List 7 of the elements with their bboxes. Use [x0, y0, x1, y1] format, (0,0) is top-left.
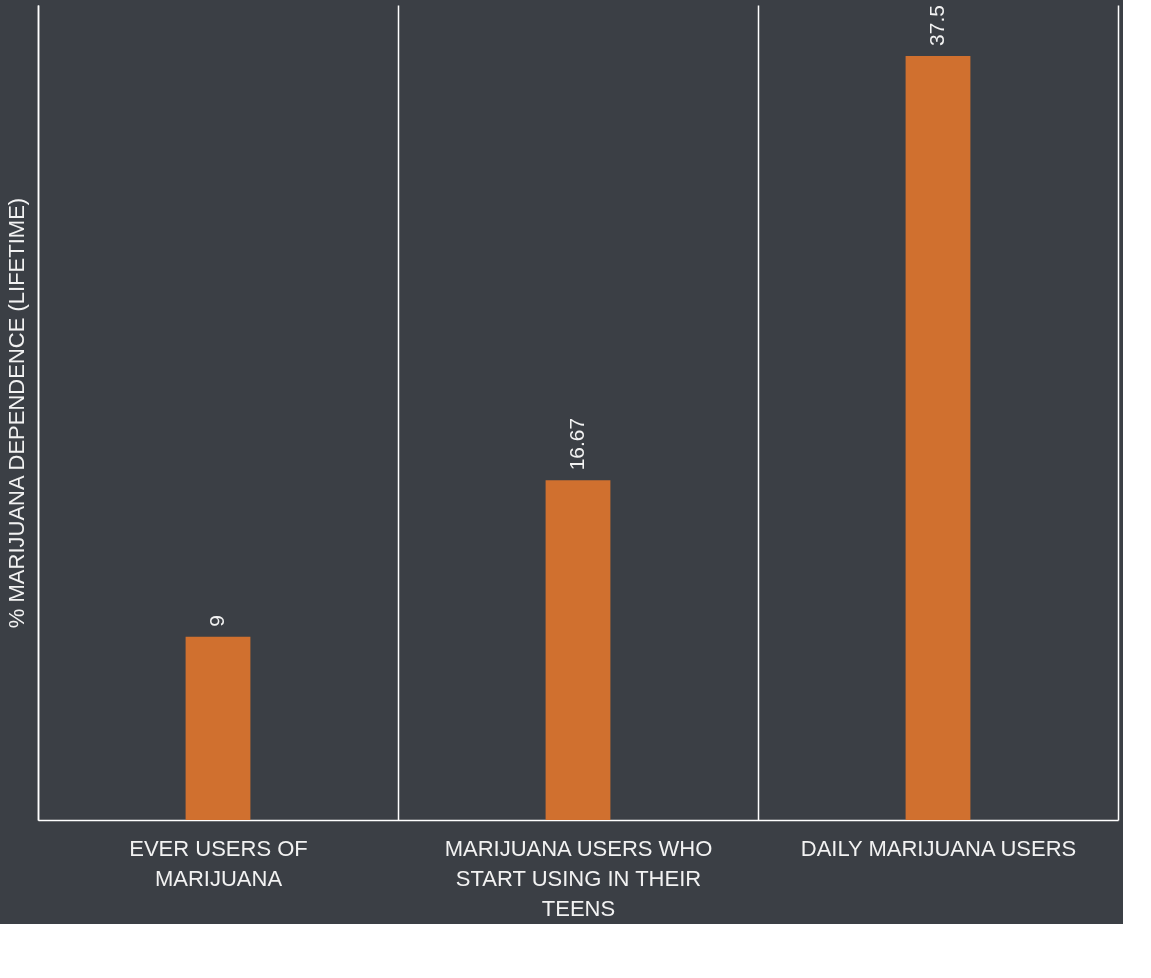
data-label: 37.5 — [925, 5, 948, 46]
x-tick-label: DAILY MARIJUANA USERS — [800, 835, 1077, 861]
data-label: 16.67 — [565, 417, 588, 471]
x-tick-label: EVER USERS OF MARIJUANA — [129, 835, 308, 891]
y-axis-title: % MARIJUANA DEPENDENCE (LIFETIME) — [3, 197, 29, 629]
data-label: 9 — [205, 614, 228, 627]
x-tick-label: MARIJUANA USERS WHO START USING IN THEIR TEENS — [444, 835, 713, 921]
